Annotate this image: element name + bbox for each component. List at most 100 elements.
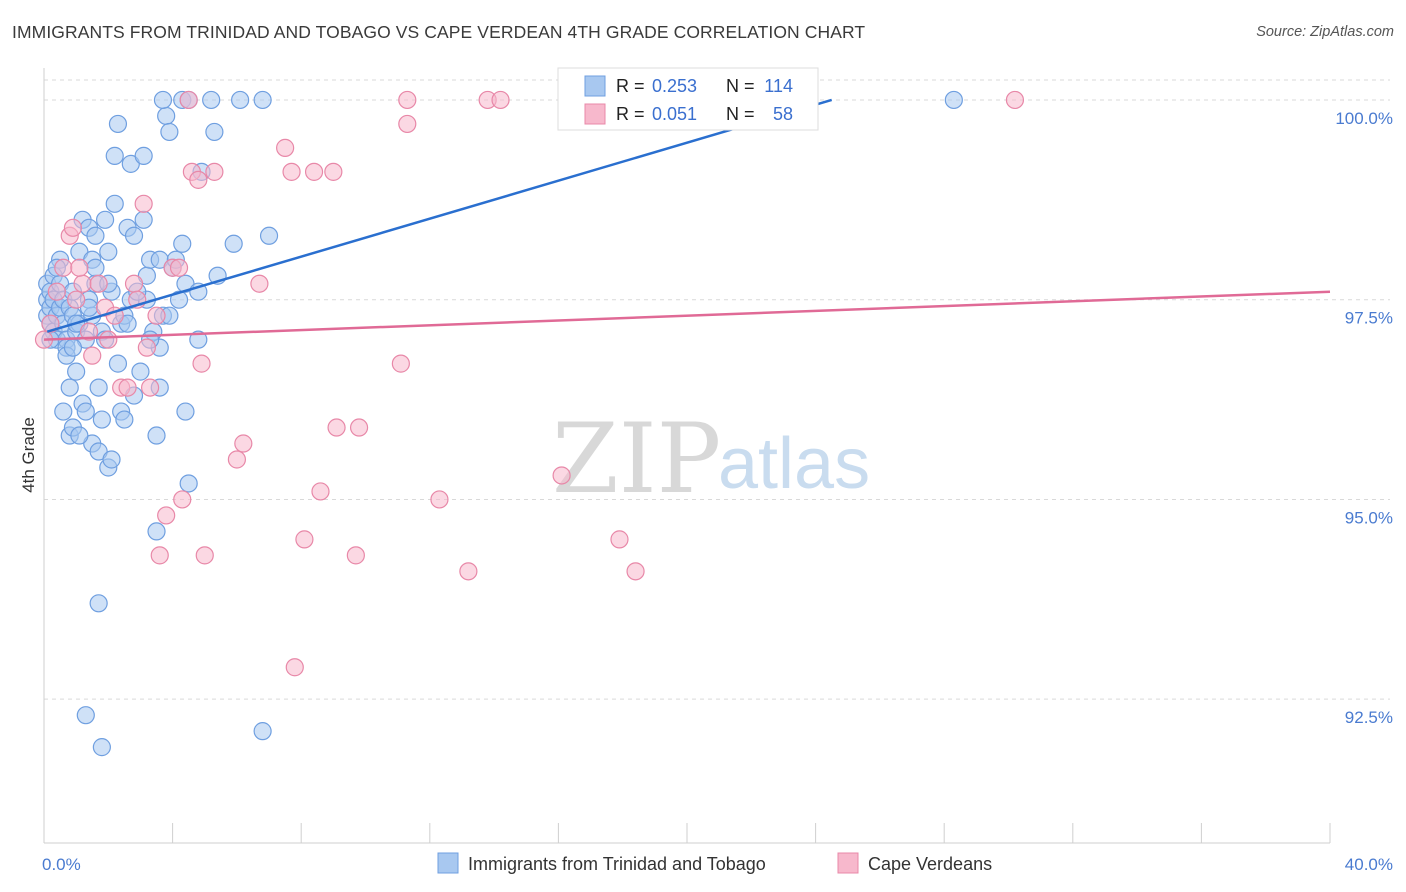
point-cape-verdean bbox=[250, 274, 269, 293]
point-cape-verdean bbox=[54, 258, 73, 277]
point-cape-verdean bbox=[79, 322, 99, 341]
stats-r-value: 0.253 bbox=[652, 76, 697, 96]
point-trinidad bbox=[92, 738, 111, 757]
point-cape-verdean bbox=[398, 114, 417, 134]
point-cape-verdean bbox=[189, 170, 208, 189]
point-trinidad bbox=[121, 154, 140, 173]
source-credit: Source: ZipAtlas.com bbox=[1256, 24, 1394, 40]
point-cape-verdean bbox=[63, 218, 83, 237]
point-trinidad bbox=[124, 226, 144, 245]
point-trinidad bbox=[67, 362, 86, 381]
point-trinidad bbox=[176, 274, 195, 293]
stats-n-value: 114 bbox=[764, 76, 793, 96]
point-cape-verdean bbox=[324, 162, 343, 181]
point-cape-verdean bbox=[205, 162, 224, 181]
point-trinidad bbox=[60, 378, 79, 397]
point-cape-verdean bbox=[304, 162, 324, 181]
chart-title: IMMIGRANTS FROM TRINIDAD AND TOBAGO VS C… bbox=[12, 22, 866, 42]
point-cape-verdean bbox=[552, 466, 571, 485]
point-cape-verdean bbox=[430, 490, 449, 509]
point-cape-verdean bbox=[134, 194, 153, 213]
point-trinidad bbox=[169, 290, 189, 309]
point-cape-verdean bbox=[1005, 90, 1025, 110]
stats-n-value: 58 bbox=[773, 104, 793, 124]
point-trinidad bbox=[70, 426, 89, 445]
point-cape-verdean bbox=[192, 354, 211, 373]
point-trinidad bbox=[157, 106, 176, 126]
stats-r-label: R = bbox=[616, 76, 645, 96]
point-trinidad bbox=[202, 90, 221, 110]
y-axis-label: 4th Grade bbox=[19, 417, 38, 493]
point-trinidad bbox=[105, 194, 124, 213]
watermark-zip: ZIP bbox=[552, 403, 721, 515]
point-cape-verdean bbox=[137, 338, 156, 357]
point-trinidad bbox=[118, 314, 137, 333]
point-trinidad bbox=[95, 210, 115, 229]
point-cape-verdean bbox=[99, 330, 118, 349]
point-cape-verdean bbox=[157, 506, 176, 525]
point-trinidad bbox=[253, 90, 272, 110]
x-tick-labels: 0.0% 40.0% bbox=[42, 855, 1393, 874]
point-trinidad bbox=[76, 706, 95, 725]
stats-box: R = 0.253 N = 114 R = 0.051 N = 58 bbox=[557, 67, 819, 131]
point-trinidad bbox=[173, 234, 192, 253]
watermark-atlas: atlas bbox=[718, 424, 870, 504]
point-trinidad bbox=[108, 114, 128, 134]
point-cape-verdean bbox=[140, 378, 160, 397]
axes bbox=[43, 68, 1331, 844]
point-cape-verdean bbox=[285, 658, 304, 677]
point-cape-verdean bbox=[398, 90, 417, 110]
watermark: ZIP atlas bbox=[552, 403, 870, 515]
point-trinidad bbox=[86, 226, 105, 245]
point-cape-verdean bbox=[327, 418, 346, 437]
point-cape-verdean bbox=[459, 562, 478, 581]
point-trinidad bbox=[253, 722, 272, 741]
point-trinidad bbox=[134, 146, 153, 165]
point-trinidad bbox=[179, 474, 198, 493]
point-cape-verdean bbox=[124, 274, 144, 293]
point-trinidad bbox=[89, 594, 108, 613]
point-trinidad bbox=[944, 90, 963, 110]
point-trinidad bbox=[102, 450, 121, 469]
point-cape-verdean bbox=[311, 482, 330, 501]
trend-line-cape-verdean bbox=[43, 290, 1331, 341]
point-cape-verdean bbox=[276, 138, 295, 157]
point-cape-verdean bbox=[118, 378, 137, 397]
point-trinidad bbox=[153, 90, 173, 110]
point-trinidad bbox=[176, 402, 195, 421]
point-cape-verdean bbox=[610, 530, 629, 549]
stats-r-value: 0.051 bbox=[652, 104, 697, 124]
point-cape-verdean bbox=[83, 346, 102, 365]
point-cape-verdean bbox=[70, 258, 89, 277]
point-cape-verdean bbox=[491, 90, 510, 110]
point-cape-verdean bbox=[47, 282, 66, 301]
point-trinidad bbox=[76, 402, 95, 421]
point-cape-verdean bbox=[227, 450, 246, 469]
point-cape-verdean bbox=[73, 274, 92, 293]
point-cape-verdean bbox=[179, 90, 198, 110]
point-cape-verdean bbox=[150, 546, 169, 565]
point-trinidad bbox=[134, 210, 153, 229]
point-trinidad bbox=[105, 146, 124, 165]
point-cape-verdean bbox=[626, 562, 645, 581]
point-trinidad bbox=[224, 234, 243, 253]
point-trinidad bbox=[189, 330, 208, 349]
y-tick-label: 97.5% bbox=[1345, 309, 1393, 328]
point-trinidad bbox=[108, 354, 128, 373]
trend-line-trinidad bbox=[46, 98, 833, 333]
point-trinidad bbox=[89, 442, 108, 461]
point-trinidad bbox=[86, 258, 105, 277]
y-tick-label: 92.5% bbox=[1345, 708, 1393, 727]
stats-swatch bbox=[584, 103, 606, 125]
point-cape-verdean bbox=[89, 274, 108, 293]
point-cape-verdean bbox=[195, 546, 214, 565]
point-cape-verdean bbox=[349, 418, 369, 437]
point-trinidad bbox=[63, 338, 83, 357]
point-trinidad bbox=[92, 410, 111, 429]
stats-n-label: N = bbox=[726, 76, 755, 96]
point-cape-verdean bbox=[173, 490, 192, 509]
point-trinidad bbox=[147, 522, 166, 541]
point-cape-verdean bbox=[169, 258, 189, 277]
trend-lines bbox=[43, 98, 1331, 341]
